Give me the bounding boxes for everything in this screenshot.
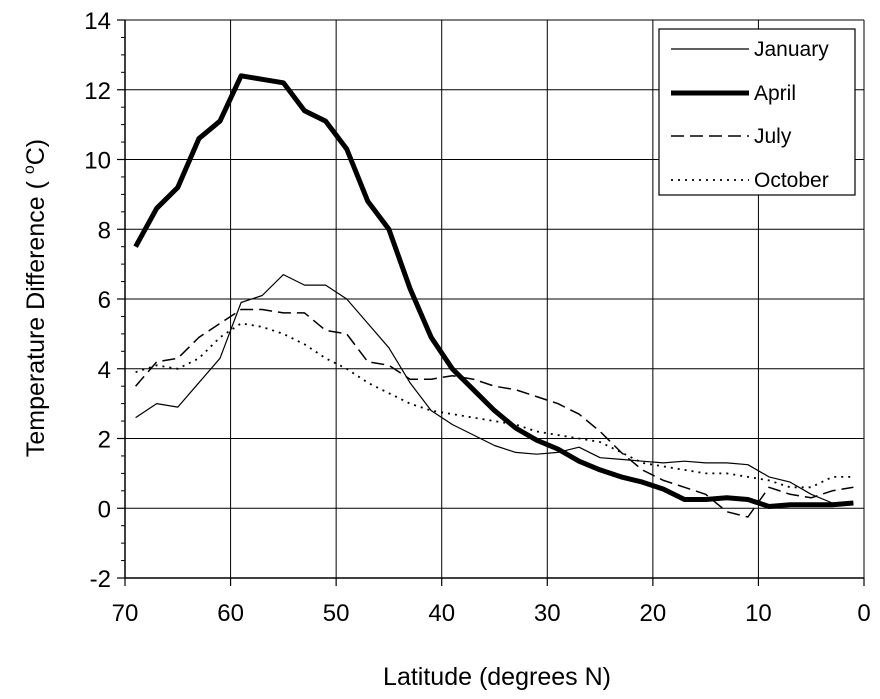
- y-tick-label: 6: [98, 287, 111, 314]
- y-tick-label: 4: [98, 357, 111, 384]
- series-line-april: [133, 73, 854, 509]
- tick-labels: -2 0 2 4 6 8 10 12 14 70 60 50 40 30 20 10 0: [84, 8, 870, 627]
- y-axis-title-prefix: Temperature Difference (: [22, 174, 50, 457]
- x-tick-label: 50: [323, 600, 350, 627]
- legend-label-july: July: [754, 125, 792, 148]
- x-tick-label: 20: [640, 600, 667, 627]
- series-line-october: [135, 322, 854, 489]
- legend-label-april: April: [754, 82, 796, 105]
- x-tick-label: 70: [112, 600, 139, 627]
- axes: [117, 19, 865, 586]
- legend-box: [658, 28, 856, 196]
- y-tick-label: -2: [90, 566, 111, 593]
- legend: January April July October: [658, 28, 856, 196]
- y-axis-title-superscript: o: [21, 165, 38, 174]
- y-tick-label: 10: [84, 148, 111, 175]
- series-line-january: [135, 274, 854, 504]
- y-axis-title: Temperature Difference ( oC): [21, 139, 50, 457]
- y-tick-label: 0: [98, 496, 111, 523]
- y-tick-label: 12: [84, 78, 111, 105]
- x-tick-label: 0: [857, 600, 870, 627]
- x-tick-label: 10: [745, 600, 772, 627]
- legend-label-october: October: [754, 169, 829, 192]
- x-tick-label: 60: [217, 600, 244, 627]
- legend-label-january: January: [754, 38, 829, 61]
- series-line-july: [135, 308, 854, 518]
- gridlines: [125, 19, 865, 578]
- y-tick-label: 8: [98, 217, 111, 244]
- x-tick-label: 30: [534, 600, 561, 627]
- x-axis-title: Latitude (degrees N): [383, 663, 611, 691]
- y-tick-label: 2: [98, 427, 111, 454]
- series-lines: [133, 73, 854, 518]
- y-axis-title-suffix: C): [22, 139, 50, 165]
- y-tick-label: 14: [84, 8, 111, 35]
- x-tick-label: 40: [428, 600, 455, 627]
